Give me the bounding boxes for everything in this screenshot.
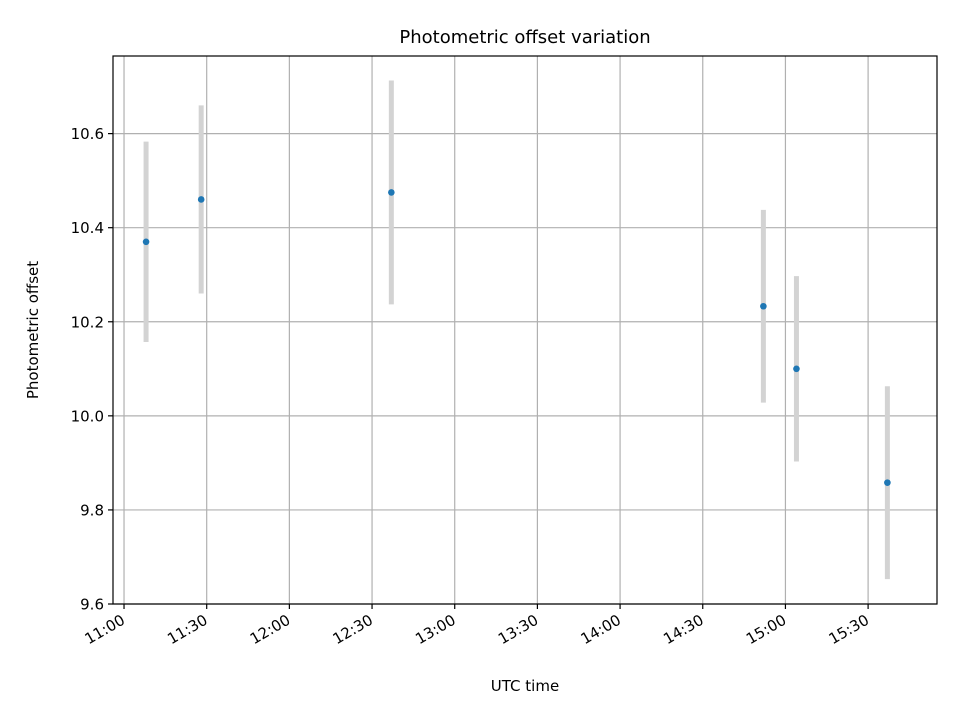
grid <box>113 56 937 605</box>
x-tick-label: 12:00 <box>247 611 293 648</box>
x-tick-label: 15:30 <box>826 611 872 648</box>
x-tick-label: 15:00 <box>743 611 789 648</box>
data-point <box>793 365 800 373</box>
chart-title: Photometric offset variation <box>399 27 650 48</box>
x-axis-title: UTC time <box>491 677 559 695</box>
error-bars <box>143 80 890 580</box>
data-point <box>884 479 891 486</box>
x-axis: 11:00 11:30 12:00 12:30 13:00 13:30 14:00 14:30… <box>82 604 872 648</box>
x-tick-label: 13:00 <box>412 611 458 648</box>
x-tick-label: 11:30 <box>164 611 210 648</box>
y-tick-label: 10.6 <box>71 125 104 143</box>
y-axis: 9.6 9.8 10.0 10.2 10.4 10.6 <box>71 125 113 614</box>
y-axis-title: Photometric offset <box>24 261 42 399</box>
x-tick-label: 11:00 <box>82 611 128 648</box>
data-point <box>197 196 205 203</box>
plot-frame <box>112 55 938 605</box>
data-point <box>142 238 150 246</box>
y-tick-label: 10.4 <box>71 219 104 237</box>
x-tick-label: 14:30 <box>660 611 706 648</box>
y-tick-label: 9.6 <box>80 596 104 614</box>
y-tick-label: 10.2 <box>71 313 104 331</box>
y-tick-label: 10.0 <box>71 407 104 425</box>
data-point <box>388 189 395 196</box>
data-point <box>760 302 767 310</box>
x-tick-label: 14:00 <box>578 611 624 648</box>
data-points <box>142 189 891 486</box>
x-tick-label: 12:30 <box>330 611 376 648</box>
y-tick-label: 9.8 <box>80 501 104 519</box>
x-tick-label: 13:30 <box>495 611 541 648</box>
